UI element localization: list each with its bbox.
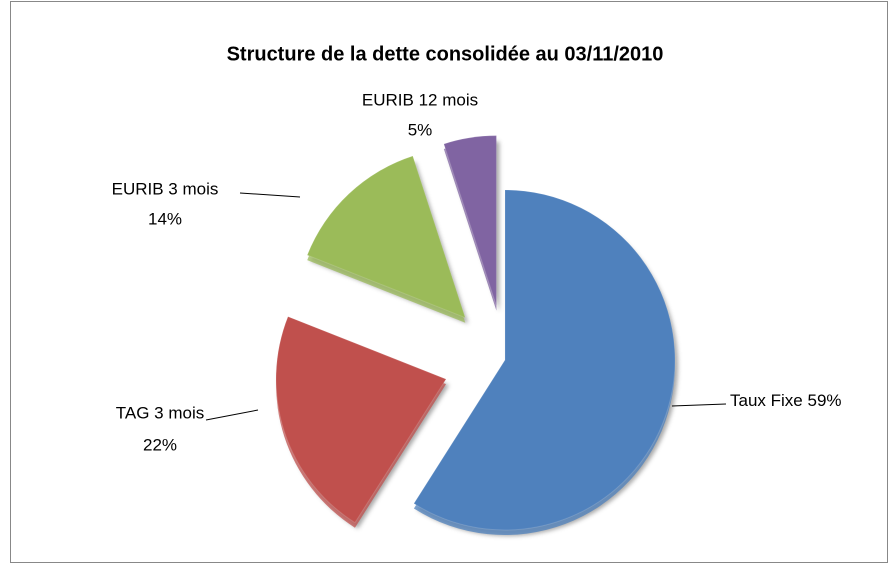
category-label: EURIB 3 mois bbox=[112, 179, 219, 198]
leader-line bbox=[671, 403, 727, 407]
slice bbox=[443, 135, 497, 306]
category-label: Taux Fixe bbox=[730, 391, 803, 410]
value-label: 22% bbox=[143, 435, 177, 454]
value-label: 5% bbox=[408, 120, 433, 139]
data-label: Taux Fixe 59% bbox=[730, 391, 842, 410]
leader-line bbox=[239, 192, 301, 198]
leader-line bbox=[205, 409, 259, 421]
category-label: TAG 3 mois bbox=[116, 403, 204, 422]
slice bbox=[275, 315, 447, 524]
value-label: 59% bbox=[807, 391, 841, 410]
slice bbox=[413, 189, 676, 531]
chart-title: Structure de la dette consolidée au 03/1… bbox=[227, 43, 664, 65]
value-label: 14% bbox=[148, 209, 182, 228]
slice bbox=[306, 155, 467, 319]
category-label: EURIB 12 mois bbox=[362, 90, 478, 109]
